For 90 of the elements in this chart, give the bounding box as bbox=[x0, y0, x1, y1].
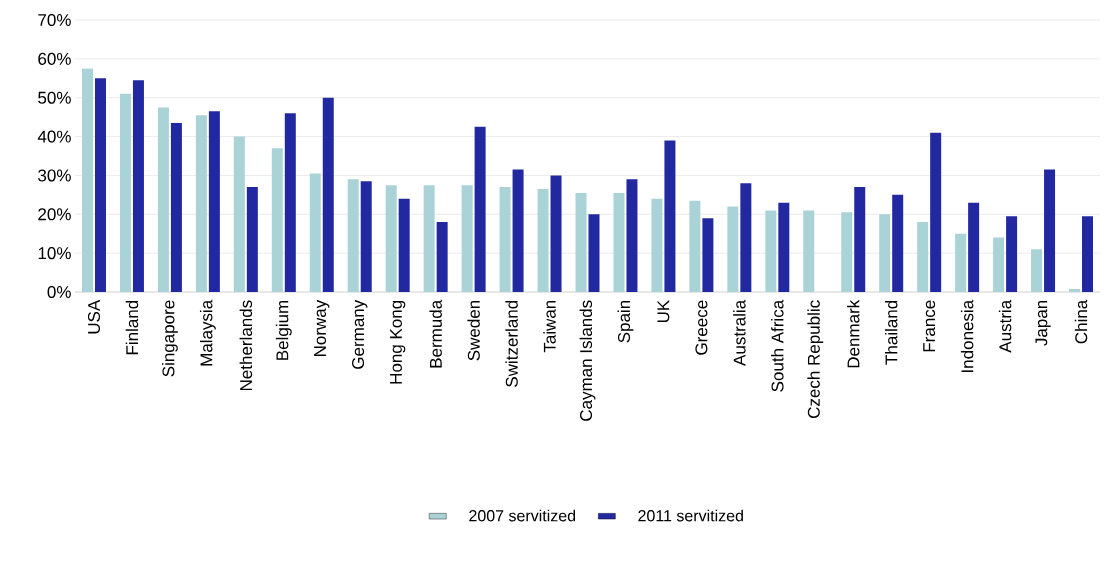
x-tick-label: Taiwan bbox=[543, 300, 556, 353]
bar bbox=[499, 187, 511, 292]
x-tick-label: Australia bbox=[733, 299, 746, 366]
bar bbox=[1031, 249, 1043, 292]
y-tick-label: 50% bbox=[38, 91, 71, 104]
bar bbox=[537, 189, 549, 292]
bar bbox=[284, 113, 296, 292]
bar bbox=[474, 126, 486, 292]
bar bbox=[892, 194, 904, 292]
bar bbox=[550, 175, 562, 292]
y-tick-label: 70% bbox=[38, 13, 71, 27]
x-tick-label: Sweden bbox=[467, 300, 480, 361]
x-tick-label: USA bbox=[87, 299, 101, 334]
x-tick-label: UK bbox=[657, 299, 670, 323]
legend-label: 2007 servitized bbox=[469, 509, 576, 522]
x-tick-label: China bbox=[1074, 299, 1088, 344]
bar bbox=[132, 80, 144, 292]
bar bbox=[588, 214, 600, 292]
x-tick-label: Denmark bbox=[847, 299, 860, 368]
x-tick-label: Austria bbox=[998, 299, 1012, 353]
bar bbox=[81, 68, 93, 292]
x-tick-label: Finland bbox=[125, 300, 139, 355]
bar bbox=[1006, 216, 1018, 292]
bar bbox=[233, 136, 245, 292]
bar bbox=[170, 122, 182, 292]
y-tick-label: 0% bbox=[47, 285, 71, 299]
x-tick-label: France bbox=[923, 300, 936, 352]
bar bbox=[1044, 169, 1056, 292]
x-tick-label: Spain bbox=[617, 300, 634, 343]
x-tick-label: Singapore bbox=[161, 300, 178, 377]
bar bbox=[1069, 288, 1081, 292]
y-tick-label: 40% bbox=[37, 130, 71, 143]
bar bbox=[309, 173, 321, 292]
bar bbox=[94, 78, 106, 292]
x-tick-label: Thailand bbox=[884, 300, 898, 365]
bar bbox=[955, 233, 967, 292]
bar bbox=[778, 202, 790, 292]
bar bbox=[461, 185, 473, 292]
bar bbox=[689, 200, 701, 292]
bar bbox=[119, 93, 131, 292]
x-tick-label: Greece bbox=[695, 300, 708, 355]
x-tick-label: Switzerland bbox=[505, 300, 518, 387]
bar bbox=[157, 107, 169, 292]
bar bbox=[195, 115, 207, 292]
bar bbox=[385, 185, 397, 292]
bar bbox=[841, 212, 853, 292]
bar bbox=[803, 210, 815, 292]
bar bbox=[246, 187, 258, 292]
bar bbox=[854, 187, 866, 292]
bar bbox=[208, 111, 220, 292]
bar bbox=[740, 183, 752, 292]
bar bbox=[512, 169, 524, 292]
bar bbox=[664, 140, 676, 292]
x-tick-label: Germany bbox=[352, 299, 368, 369]
bar bbox=[917, 222, 929, 292]
bar bbox=[398, 198, 410, 292]
x-tick-label: Norway bbox=[314, 299, 330, 357]
y-tick-label: 10% bbox=[38, 247, 71, 260]
bar bbox=[930, 132, 942, 292]
bar bbox=[968, 202, 980, 292]
x-tick-label: Malaysia bbox=[199, 299, 216, 366]
x-tick-label: Hong Kong bbox=[390, 300, 406, 384]
bar bbox=[993, 237, 1005, 292]
bar bbox=[423, 185, 435, 292]
bar bbox=[1082, 216, 1094, 292]
bar bbox=[575, 192, 587, 292]
bar bbox=[702, 218, 714, 292]
bar bbox=[879, 214, 891, 292]
x-tick-label: Japan bbox=[1035, 300, 1051, 346]
x-tick-label: Netherlands bbox=[239, 300, 253, 391]
x-tick-label: Cayman Islands bbox=[579, 300, 596, 421]
bar bbox=[651, 198, 663, 292]
bar bbox=[626, 179, 638, 292]
bar bbox=[613, 192, 625, 292]
bar bbox=[727, 206, 739, 292]
y-tick-label: 60% bbox=[38, 52, 71, 65]
bar bbox=[360, 181, 372, 292]
bar bbox=[271, 148, 283, 292]
bar bbox=[436, 222, 448, 292]
x-tick-label: Belgium bbox=[275, 300, 292, 360]
x-tick-label: Czech Republic bbox=[807, 300, 824, 418]
x-tick-label: Bermuda bbox=[429, 299, 442, 368]
bar bbox=[347, 179, 359, 292]
bar bbox=[765, 210, 777, 292]
y-tick-label: 30% bbox=[38, 169, 71, 182]
x-tick-label: Indonesia bbox=[960, 299, 974, 372]
legend-label: 2011 servitized bbox=[638, 509, 743, 522]
y-tick-label: 20% bbox=[38, 208, 71, 221]
bar bbox=[322, 97, 334, 292]
x-tick-label: South Africa bbox=[771, 299, 784, 392]
